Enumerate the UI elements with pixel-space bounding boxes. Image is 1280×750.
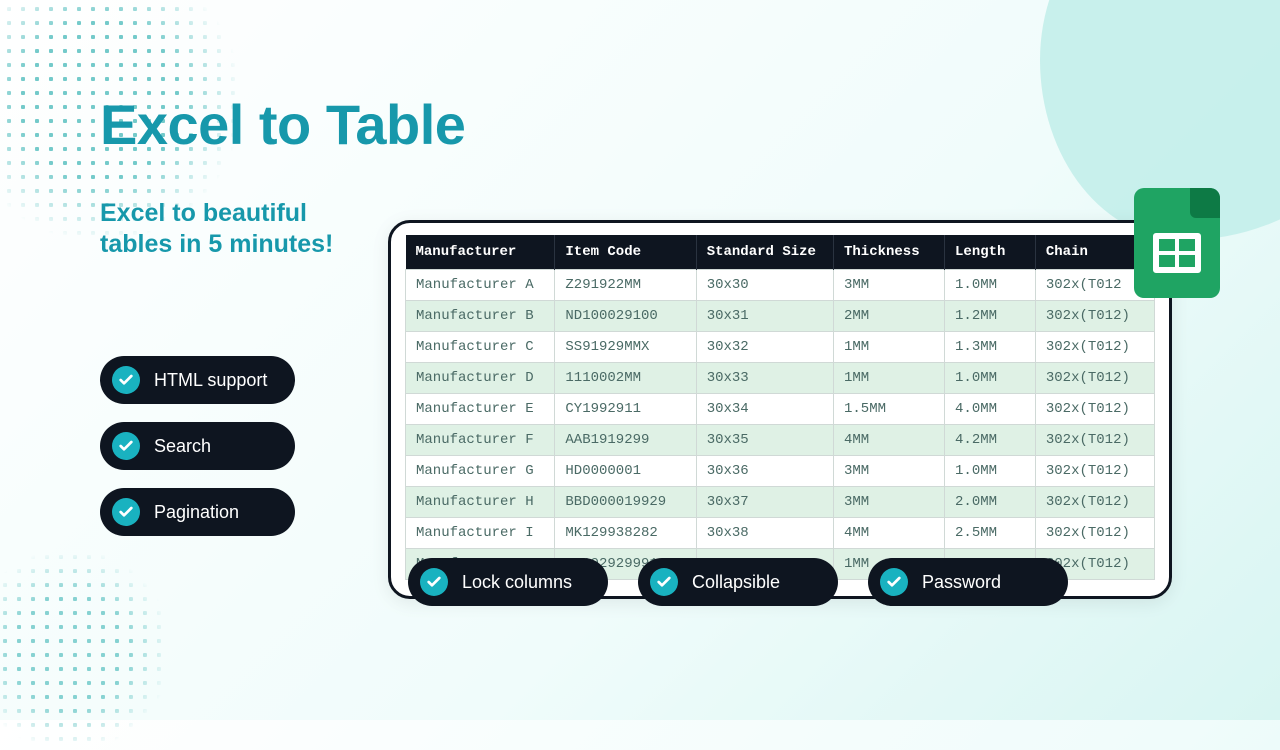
table-cell: 30x37 (696, 487, 833, 518)
feature-pill-lock-columns: Lock columns (408, 558, 608, 606)
table-cell: 302x(T012) (1035, 394, 1154, 425)
table-cell: SS91929MMX (555, 332, 696, 363)
table-cell: AAB1919299 (555, 425, 696, 456)
table-cell: 30x36 (696, 456, 833, 487)
table-cell: 1110002MM (555, 363, 696, 394)
table-cell: Manufacturer I (406, 518, 555, 549)
check-icon (112, 432, 140, 460)
table-cell: 302x(T012) (1035, 425, 1154, 456)
table-cell: 30x30 (696, 270, 833, 301)
page-subtitle: Excel to beautiful tables in 5 minutes! (100, 198, 350, 261)
table-cell: 302x(T012) (1035, 518, 1154, 549)
table-row: Manufacturer IMK12993828230x384MM2.5MM30… (406, 518, 1155, 549)
table-header-cell: Length (945, 235, 1036, 270)
table-row: Manufacturer AZ291922MM30x303MM1.0MM302x… (406, 270, 1155, 301)
table-cell: 3MM (833, 456, 944, 487)
table-header-cell: Standard Size (696, 235, 833, 270)
feature-label: Collapsible (692, 572, 780, 593)
table-row: Manufacturer HBBD00001992930x373MM2.0MM3… (406, 487, 1155, 518)
table-header-cell: Thickness (833, 235, 944, 270)
table-cell: 30x32 (696, 332, 833, 363)
feature-label: Lock columns (462, 572, 572, 593)
feature-label: Search (154, 436, 211, 457)
feature-pill-html-support: HTML support (100, 356, 295, 404)
table-cell: CY1992911 (555, 394, 696, 425)
table-cell: 30x35 (696, 425, 833, 456)
table-cell: HD0000001 (555, 456, 696, 487)
check-icon (420, 568, 448, 596)
table-cell: 1MM (833, 363, 944, 394)
table-cell: 302x(T012) (1035, 487, 1154, 518)
table-cell: 2MM (833, 301, 944, 332)
feature-pill-collapsible: Collapsible (638, 558, 838, 606)
table-cell: 302x(T012) (1035, 363, 1154, 394)
table-cell: 1.0MM (945, 456, 1036, 487)
page-title: Excel to Table (100, 92, 465, 157)
feature-label: HTML support (154, 370, 267, 391)
table-header-cell: Manufacturer (406, 235, 555, 270)
table-body: Manufacturer AZ291922MM30x303MM1.0MM302x… (406, 270, 1155, 580)
table-cell: ND100029100 (555, 301, 696, 332)
data-table: ManufacturerItem CodeStandard SizeThickn… (405, 235, 1155, 580)
table-cell: 1.0MM (945, 363, 1036, 394)
table-cell: Manufacturer A (406, 270, 555, 301)
table-row: Manufacturer CSS91929MMX30x321MM1.3MM302… (406, 332, 1155, 363)
check-icon (650, 568, 678, 596)
check-icon (880, 568, 908, 596)
table-row: Manufacturer FAAB191929930x354MM4.2MM302… (406, 425, 1155, 456)
table-row: Manufacturer BND10002910030x312MM1.2MM30… (406, 301, 1155, 332)
table-cell: 1.3MM (945, 332, 1036, 363)
table-cell: Manufacturer F (406, 425, 555, 456)
table-cell: 302x(T012) (1035, 301, 1154, 332)
feature-label: Password (922, 572, 1001, 593)
table-cell: Z291922MM (555, 270, 696, 301)
check-icon (112, 498, 140, 526)
table-cell: 1MM (833, 332, 944, 363)
table-cell: 30x34 (696, 394, 833, 425)
table-cell: 30x38 (696, 518, 833, 549)
table-cell: Manufacturer D (406, 363, 555, 394)
check-icon (112, 366, 140, 394)
decorative-dots-bottom (0, 550, 170, 750)
table-cell: 4MM (833, 518, 944, 549)
table-cell: 1.0MM (945, 270, 1036, 301)
feature-pill-pagination: Pagination (100, 488, 295, 536)
spreadsheet-grid-icon (1153, 233, 1201, 273)
table-cell: Manufacturer B (406, 301, 555, 332)
table-cell: 1.2MM (945, 301, 1036, 332)
table-cell: 2.0MM (945, 487, 1036, 518)
table-cell: 302x(T012) (1035, 332, 1154, 363)
spreadsheet-file-icon (1134, 188, 1220, 298)
table-cell: 4MM (833, 425, 944, 456)
feature-pill-search: Search (100, 422, 295, 470)
table-cell: 1.5MM (833, 394, 944, 425)
table-row: Manufacturer D1110002MM30x331MM1.0MM302x… (406, 363, 1155, 394)
table-cell: 4.0MM (945, 394, 1036, 425)
table-preview-card: ManufacturerItem CodeStandard SizeThickn… (388, 220, 1172, 599)
feature-list-bottom: Lock columns Collapsible Password (408, 558, 1068, 606)
table-cell: 3MM (833, 270, 944, 301)
table-header-cell: Item Code (555, 235, 696, 270)
table-cell: 302x(T012) (1035, 456, 1154, 487)
table-cell: 30x33 (696, 363, 833, 394)
table-row: Manufacturer ECY199291130x341.5MM4.0MM30… (406, 394, 1155, 425)
table-cell: 4.2MM (945, 425, 1036, 456)
feature-pill-password: Password (868, 558, 1068, 606)
table-cell: Manufacturer E (406, 394, 555, 425)
table-cell: MK129938282 (555, 518, 696, 549)
feature-label: Pagination (154, 502, 239, 523)
table-header-row: ManufacturerItem CodeStandard SizeThickn… (406, 235, 1155, 270)
feature-list-left: HTML support Search Pagination (100, 356, 295, 536)
table-cell: 30x31 (696, 301, 833, 332)
table-row: Manufacturer GHD000000130x363MM1.0MM302x… (406, 456, 1155, 487)
table-cell: Manufacturer H (406, 487, 555, 518)
table-cell: 3MM (833, 487, 944, 518)
table-cell: BBD000019929 (555, 487, 696, 518)
table-cell: Manufacturer G (406, 456, 555, 487)
table-cell: Manufacturer C (406, 332, 555, 363)
table-cell: 2.5MM (945, 518, 1036, 549)
